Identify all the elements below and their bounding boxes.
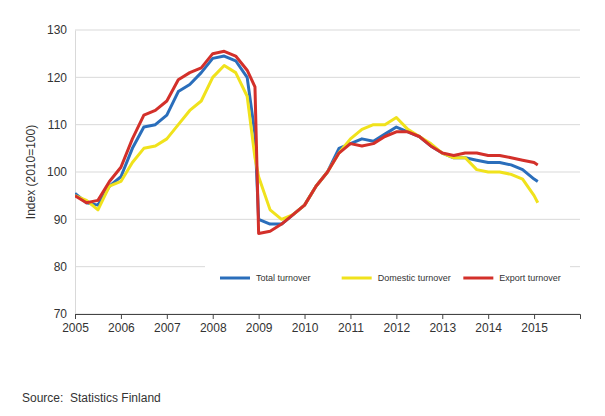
x-tick-mark (305, 314, 306, 319)
y-axis-title: Index (2010=100) (24, 125, 38, 219)
chart: 7080901001101201302005200620072008200920… (0, 0, 605, 416)
x-tick-label: 2007 (154, 321, 181, 335)
series-line (75, 51, 538, 233)
x-tick-mark (75, 314, 76, 319)
x-tick-label: 2014 (475, 321, 502, 335)
x-tick: 2010 (292, 314, 319, 335)
y-tick-label: 110 (48, 118, 67, 132)
legend-swatch (463, 277, 493, 280)
y-tick-label: 100 (47, 165, 67, 179)
x-tick: 2008 (200, 314, 227, 335)
x-tick: 2015 (521, 314, 548, 335)
x-tick-mark (442, 314, 443, 319)
y-tick-label: 130 (47, 23, 67, 37)
x-tick-label: 2008 (200, 321, 227, 335)
y-tick: 70 (54, 307, 75, 321)
x-tick-label: 2006 (108, 321, 135, 335)
grid-line (75, 77, 580, 78)
x-tick-mark (534, 314, 535, 319)
legend-swatch (342, 277, 372, 280)
grid (75, 30, 580, 314)
y-tick: 100 (47, 165, 75, 179)
legend-label: Domestic turnover (378, 273, 451, 283)
y-axis-line (75, 31, 76, 315)
x-tick-label: 2012 (384, 321, 411, 335)
x-axis: 2005 2006 2007 2008 2009 2010 2011 2012 2013 2014… (62, 314, 580, 335)
x-tick-mark (213, 314, 214, 319)
x-tick: 2009 (246, 314, 273, 335)
x-tick-label: 2011 (338, 321, 364, 335)
y-tick: 80 (54, 260, 75, 274)
x-tick: 2005 (62, 314, 89, 335)
x-tick: 2006 (108, 314, 135, 335)
x-tick-mark (259, 314, 260, 319)
x-tick: 2012 (384, 314, 411, 335)
x-tick-label: 2010 (292, 321, 319, 335)
y-tick: 110 (48, 118, 75, 132)
series-line (75, 56, 538, 224)
grid-line (75, 219, 580, 220)
x-tick-mark (350, 314, 351, 319)
x-tick: 2013 (429, 314, 456, 335)
x-tick-mark (121, 314, 122, 319)
legend-label: Export turnover (499, 273, 561, 283)
x-tick: 2011 (338, 314, 364, 335)
legend-swatch (220, 277, 250, 280)
y-tick: 90 (54, 213, 75, 227)
y-tick-label: 70 (54, 307, 68, 321)
y-axis: 70 80 90 100 110 120 130 (47, 23, 76, 321)
x-axis-line (76, 315, 581, 320)
x-tick: 2007 (154, 314, 181, 335)
x-tick-mark (167, 314, 168, 319)
series-lines (75, 51, 538, 233)
x-tick-label: 2005 (62, 321, 89, 335)
source-note: Source: Statistics Finland (22, 391, 161, 405)
x-tick-label: 2013 (429, 321, 456, 335)
x-tick: 2014 (475, 314, 502, 335)
x-tick-label: 2015 (521, 321, 548, 335)
legend-box (205, 266, 570, 290)
y-tick-label: 90 (54, 213, 68, 227)
legend: Total turnover Domestic turnover Export tu… (205, 266, 570, 290)
y-tick-label: 120 (47, 71, 67, 85)
x-tick-label: 2009 (246, 321, 273, 335)
y-tick: 120 (47, 71, 75, 85)
y-tick: 130 (47, 23, 75, 37)
series-line (75, 66, 538, 220)
x-tick-mark (396, 314, 397, 319)
y-tick-label: 80 (54, 260, 68, 274)
legend-label: Total turnover (256, 273, 311, 283)
x-tick-mark (488, 314, 489, 319)
grid-line (75, 30, 580, 31)
